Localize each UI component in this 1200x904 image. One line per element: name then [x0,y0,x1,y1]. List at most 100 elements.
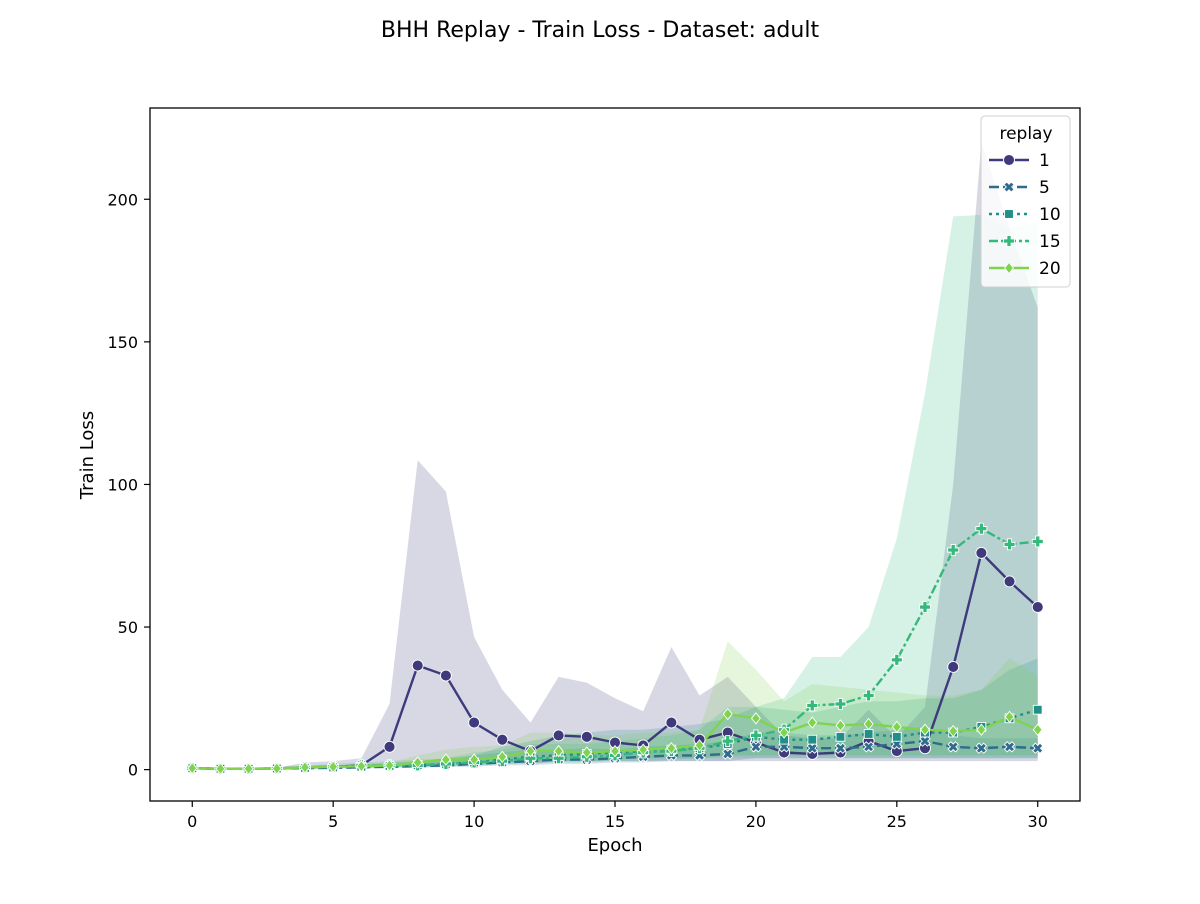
x-axis-ticks: 0 5 10 15 20 25 30 [187,801,1048,831]
y-tick-label: 100 [107,475,138,494]
data-point-replay-15 [975,522,988,535]
data-point-replay-10 [1032,704,1043,715]
data-point-replay-20 [948,724,959,738]
data-point-replay-20 [610,744,620,758]
data-point-replay-20 [666,742,677,755]
data-point-replay-15 [1003,538,1016,551]
legend-label-replay-20: 20 [1039,259,1061,279]
data-point-replay-20 [1004,710,1015,724]
data-point-replay-20 [215,762,226,775]
data-point-replay-15 [834,698,847,710]
legend-marker-replay-15 [1003,235,1015,247]
confidence-band-replay-15 [192,214,1038,770]
data-point-replay-15 [947,544,960,556]
confidence-band-replay-20 [192,641,1038,770]
data-point-replay-1 [383,740,396,753]
data-point-replay-20 [243,762,254,775]
data-point-replay-5 [1003,741,1016,753]
data-point-replay-5 [722,748,734,760]
data-point-replay-20 [440,753,451,766]
data-point-replay-20 [187,761,198,775]
data-point-replay-10 [891,731,902,742]
x-tick-label: 25 [887,812,907,831]
legend-marker-replay-10 [1004,209,1014,219]
data-point-replay-20 [300,761,310,774]
data-point-replay-5 [834,742,847,754]
data-point-replay-20 [920,723,930,736]
data-point-replay-1 [496,733,509,746]
data-point-replay-20 [469,753,480,766]
data-point-replay-5 [1032,742,1044,754]
legend-marker-replay-20 [1004,261,1014,275]
data-point-replay-1 [580,730,593,743]
confidence-band-replay-5 [192,726,1038,770]
data-point-replay-20 [271,762,282,775]
data-point-replay-15 [552,752,565,765]
y-tick-label: 50 [118,618,138,637]
legend-label-replay-15: 15 [1039,232,1061,252]
data-point-replay-15 [890,653,903,666]
data-point-replay-1 [439,669,452,682]
data-point-replay-5 [750,741,762,753]
data-point-replay-20 [835,719,846,732]
y-axis-label: Train Loss [77,411,98,500]
y-tick-label: 150 [107,333,138,352]
chart-title: BHH Replay - Train Loss - Dataset: adult [381,18,820,43]
data-point-replay-15 [862,689,875,702]
data-point-replay-20 [779,726,790,739]
data-point-replay-1 [552,729,565,742]
y-tick-label: 200 [107,190,138,209]
data-point-replay-1 [468,716,481,729]
data-point-replay-20 [525,744,536,758]
legend-label-replay-5: 5 [1039,178,1050,198]
data-point-replay-10 [835,731,846,742]
data-point-replay-1 [1003,575,1016,588]
data-point-replay-20 [722,707,733,721]
data-point-replay-5 [975,742,988,754]
legend-marker-replay-1 [1003,154,1015,166]
data-point-replay-20 [863,717,874,731]
data-point-replay-20 [328,760,339,773]
data-point-replay-10 [863,729,874,739]
data-point-replay-15 [749,729,762,742]
x-tick-label: 0 [187,812,197,831]
legend-label-replay-10: 10 [1039,205,1061,225]
data-point-replay-1 [665,716,678,729]
data-point-replay-1 [947,661,960,673]
data-point-replay-15 [1031,535,1044,548]
data-point-replay-20 [638,743,649,756]
data-point-replay-5 [862,741,875,753]
data-point-replay-10 [807,734,818,745]
data-point-replay-20 [750,712,761,725]
legend-marker-replay-5 [1003,181,1015,193]
legend-title: replay [999,124,1052,144]
data-point-replay-20 [384,759,395,772]
data-point-replay-20 [356,759,367,773]
data-point-replay-15 [524,752,537,765]
x-tick-label: 15 [605,812,625,831]
y-tick-label: 0 [128,761,138,780]
x-tick-label: 5 [328,812,338,831]
data-point-replay-20 [976,723,987,736]
data-point-replay-20 [694,739,705,752]
confidence-bands [192,142,1038,770]
x-axis-label: Epoch [587,835,642,856]
data-point-replay-20 [412,756,423,769]
confidence-band-replay-1 [192,142,1038,770]
data-point-replay-20 [1032,723,1043,736]
data-point-replay-15 [919,601,931,614]
data-point-replay-15 [806,699,819,712]
confidence-band-replay-10 [192,658,1038,770]
data-point-replay-20 [807,716,818,729]
data-point-replay-1 [975,546,988,559]
data-point-replay-20 [497,750,508,764]
data-point-replay-1 [411,659,424,672]
data-point-replay-20 [581,746,592,759]
x-tick-label: 10 [464,812,484,831]
data-point-replay-20 [553,744,564,758]
legend-label-replay-1: 1 [1039,151,1050,171]
data-point-replay-1 [1031,601,1044,614]
